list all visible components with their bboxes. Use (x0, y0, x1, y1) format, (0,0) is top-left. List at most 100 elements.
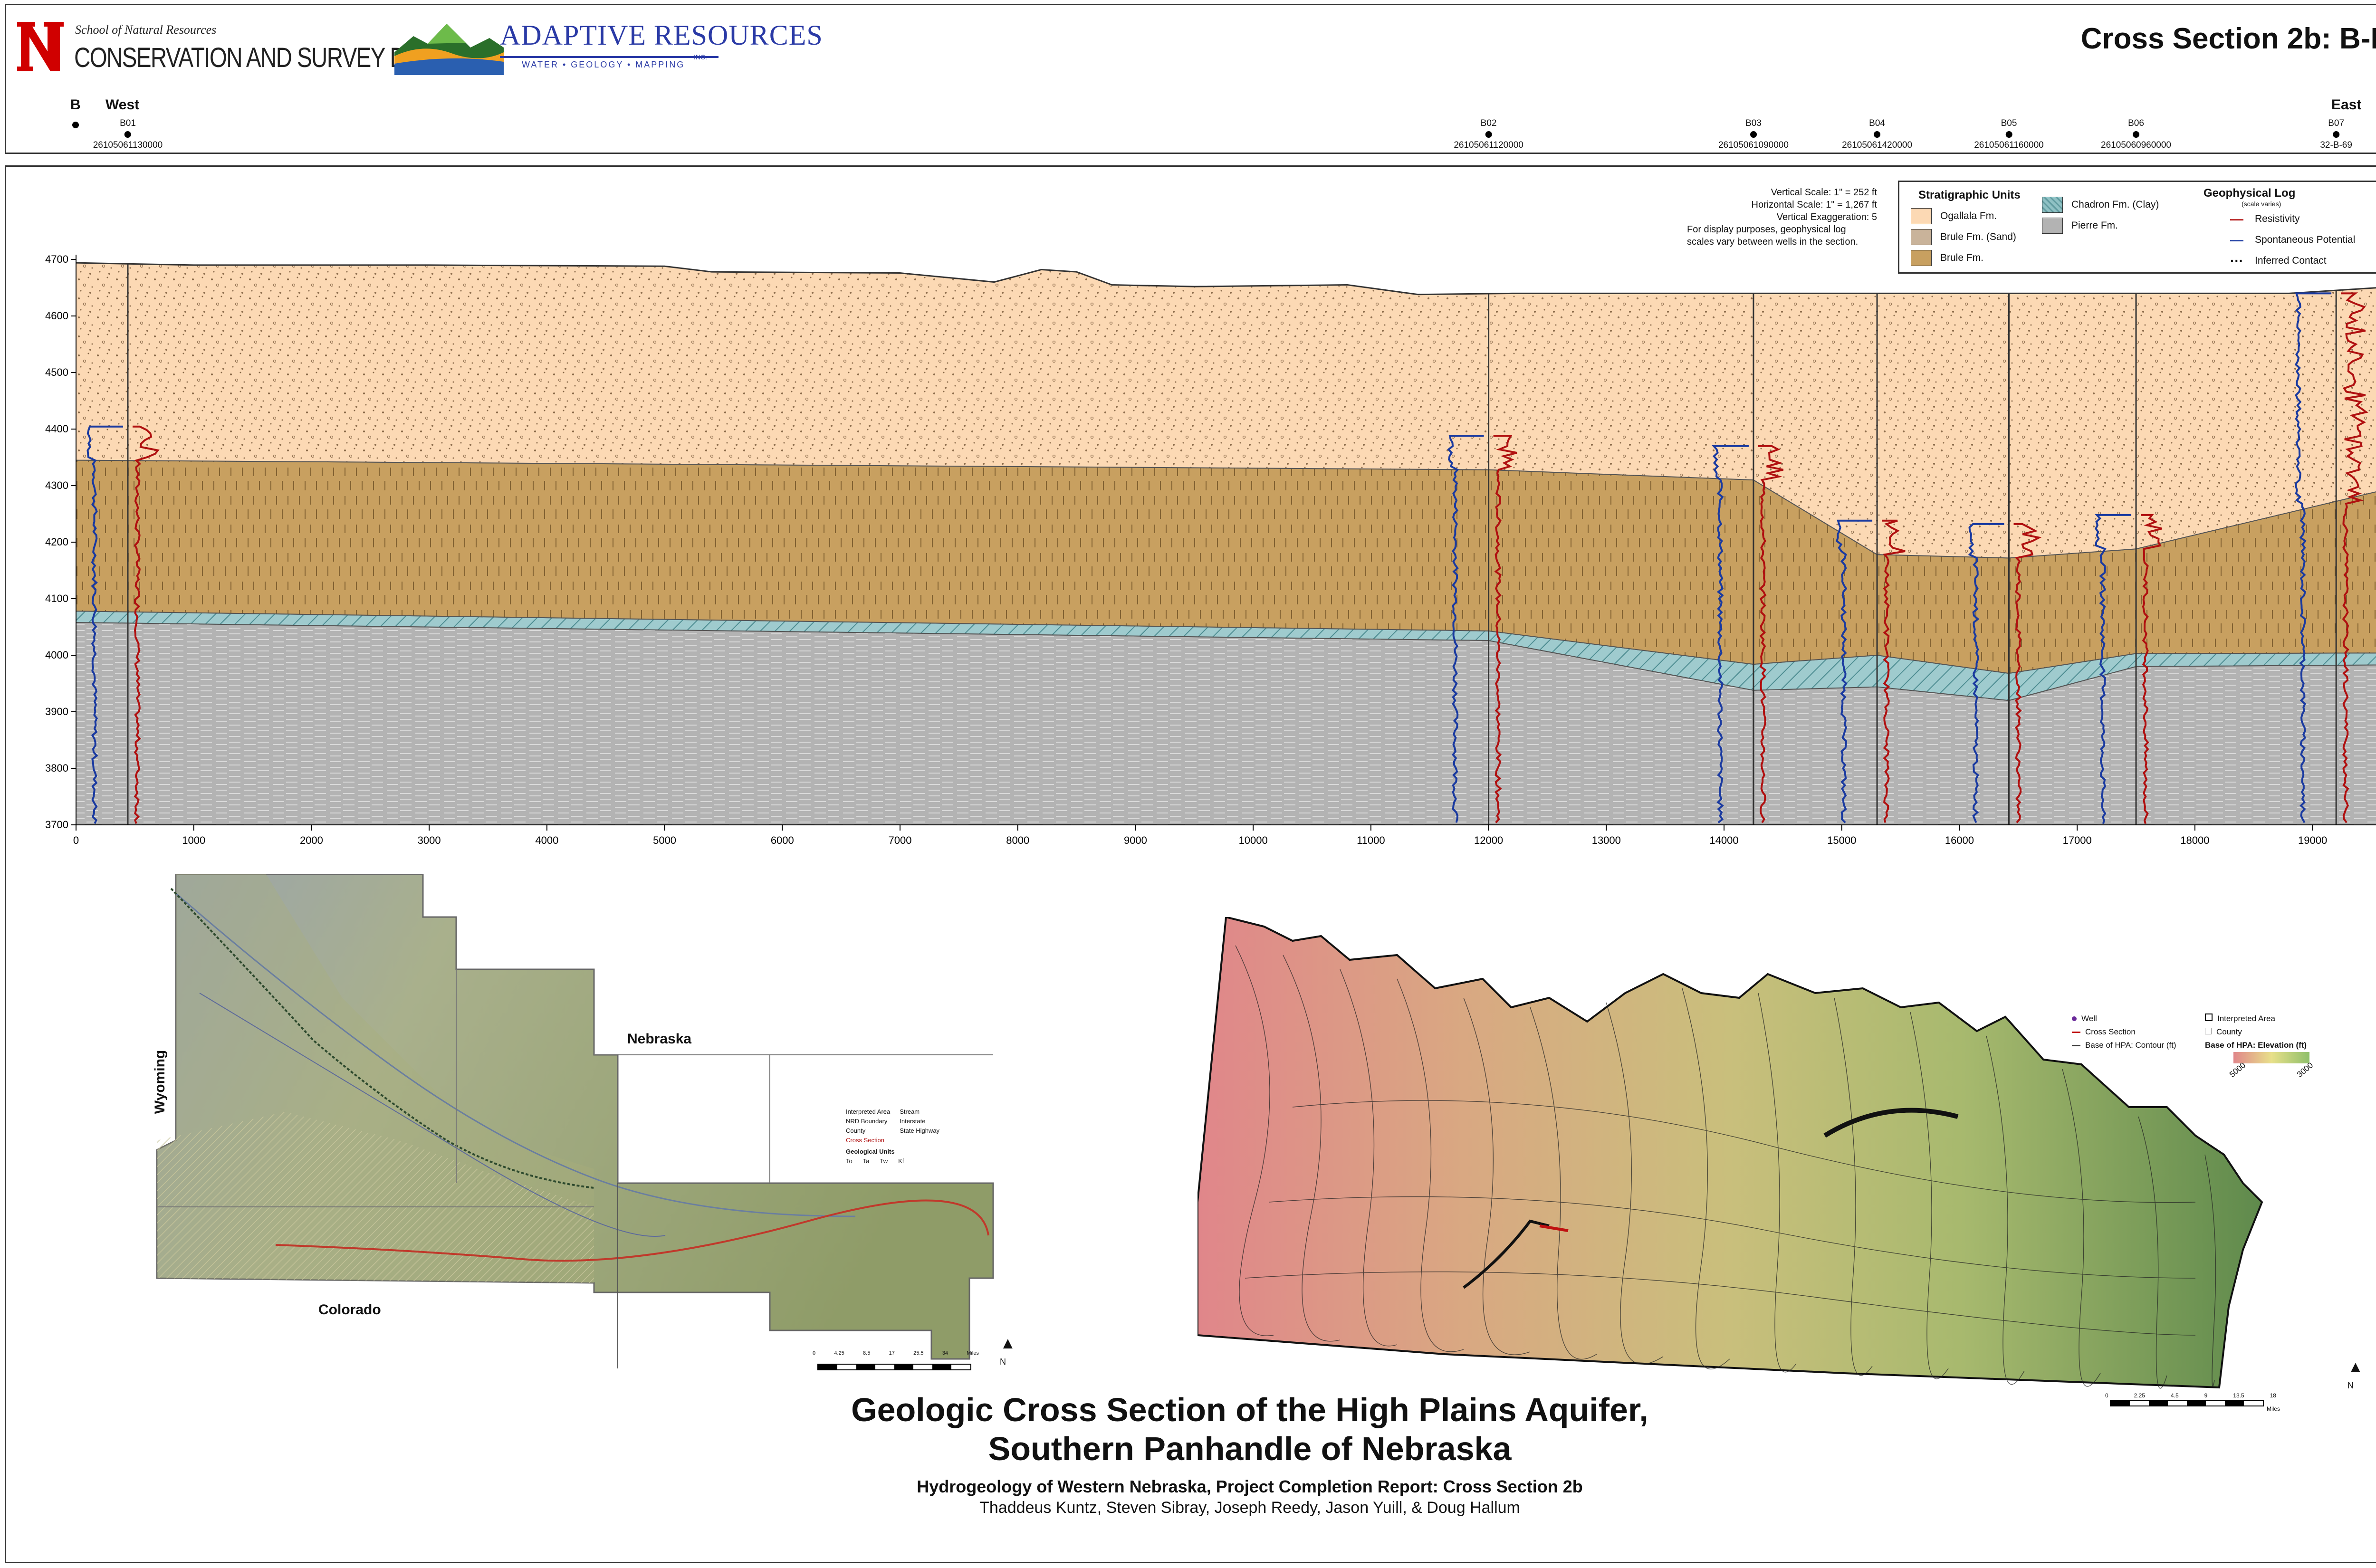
legend-brule: Brule Fm. (1911, 248, 2016, 268)
cl-interpreted-label: Interpreted Area (2217, 1014, 2275, 1023)
cl-cross-label: Cross Section (2085, 1027, 2136, 1036)
sp-log-b04 (1835, 519, 1873, 823)
resistivity-line-icon: — (2230, 211, 2243, 226)
chart-axes: 3700 3800 3900 4000 4100 4200 4300 4400 4500 4600… (45, 253, 2376, 846)
y-tick-label: 3900 (45, 706, 68, 717)
y-tick-label: 4500 (45, 366, 68, 378)
footer-authors: Thaddeus Kuntz, Steven Sibray, Joseph Re… (979, 1499, 1520, 1517)
resistivity-log-b06 (2141, 514, 2163, 824)
scale-horizontal: Horizontal Scale: 1" = 1,267 ft (1751, 200, 1877, 210)
well-dot-icon (124, 131, 131, 138)
legend-sp: — Spontaneous Potential (2227, 229, 2355, 250)
well-dot-icon (1874, 131, 1881, 138)
legend-sp-label: Spontaneous Potential (2255, 234, 2356, 245)
cr-scale-3: 9 (2204, 1392, 2208, 1399)
legend-inferred: ··· Inferred Contact (2227, 250, 2355, 271)
cr-scale-5: 18 (2270, 1392, 2276, 1399)
overview-label-nebraska: Nebraska (627, 1031, 692, 1047)
x-tick-label: 0 (73, 834, 79, 846)
cross-section-line-icon (2072, 1032, 2080, 1033)
cr-scale-2: 4.5 (2170, 1392, 2179, 1399)
ov-scale-0: 0 (813, 1350, 816, 1356)
x-tick-label: 1000 (182, 834, 205, 846)
ar-title: ADAPTIVE RESOURCES (500, 19, 823, 51)
well-locator-b03: B03 26105061090000 (1718, 118, 1789, 151)
ov-scale-4: 25.5 (913, 1350, 924, 1356)
scale-display-2: scales vary between wells in the section… (1687, 237, 1859, 247)
well-locator-b02: B02 26105061120000 (1454, 118, 1523, 151)
ov-legend-interpreted: Interpreted Area (846, 1108, 891, 1115)
overview-label-colorado: Colorado (318, 1302, 381, 1318)
x-tick-label: 18000 (2180, 834, 2209, 846)
well-locator-b04: B04 26105061420000 (1842, 118, 1912, 151)
contour-scale-labels: 0 2.25 4.5 9 13.5 18 (2105, 1392, 2276, 1399)
ov-scale-unit: Miles (967, 1350, 979, 1356)
well-id: 26105060960000 (2101, 140, 2171, 150)
resistivity-log-b05 (2013, 523, 2042, 823)
x-tick-label: 5000 (653, 834, 676, 846)
overview-legend: Interpreted Area NRD Boundary County Cro… (846, 1107, 979, 1166)
legend-pierre: Pierre Fm. (2042, 215, 2159, 236)
overview-scale-bar (817, 1364, 971, 1370)
well-dot-icon (2005, 131, 2012, 138)
overview-label-wyoming: Wyoming (152, 1050, 168, 1114)
endpoint-west: West (105, 97, 140, 113)
x-tick-label: 15000 (1827, 834, 1856, 846)
x-tick-label: 17000 (2063, 834, 2092, 846)
y-tick-label: 4600 (45, 310, 68, 322)
y-tick-label: 4200 (45, 536, 68, 548)
legend-brule-label: Brule Fm. (1940, 252, 1984, 263)
cross-section-chart: 3700 3800 3900 4000 4100 4200 4300 4400 4500 4600… (45, 253, 2376, 846)
cr-scale-4: 13.5 (2233, 1392, 2244, 1399)
well-name: B06 (2128, 118, 2144, 128)
mountain-logo-icon (394, 24, 504, 75)
cl-county: County (2205, 1025, 2357, 1039)
contour-map-svg (1197, 916, 2263, 1389)
well-id: 26105061120000 (1454, 140, 1523, 150)
resistivity-log-b07 (2341, 292, 2368, 823)
cl-interpreted: Interpreted Area (2205, 1012, 2357, 1025)
ov-legend-interstate: Interstate (900, 1118, 926, 1125)
footer-title: Geologic Cross Section of the High Plain… (713, 1390, 1787, 1517)
well-locator-b07: B07 32-B-69 (2320, 118, 2352, 151)
resistivity-log-b01 (132, 425, 160, 824)
endpoint-east: East (2331, 97, 2362, 113)
y-tick-label: 4000 (45, 649, 68, 661)
contour-north-arrow-icon: ▲ N (2347, 1358, 2364, 1390)
legend-geo-title: Geophysical Log (2204, 187, 2296, 200)
x-tick-label: 13000 (1592, 834, 1621, 846)
ground-surface-line (76, 262, 2376, 296)
x-tick-label: 9000 (1124, 834, 1147, 846)
sp-log-b03 (1711, 445, 1749, 823)
footer-title-line-2: Southern Panhandle of Nebraska (988, 1430, 1512, 1467)
ov-legend-cross: Cross Section (846, 1137, 884, 1144)
well-borehole-lines (127, 264, 2337, 825)
x-tick-label: 12000 (1474, 834, 1503, 846)
y-tick-label: 4400 (45, 423, 68, 435)
cl-cross: Cross Section (2072, 1025, 2205, 1039)
cr-scale-0: 0 (2105, 1392, 2108, 1399)
cl-well-label: Well (2081, 1014, 2097, 1023)
overview-map-svg (156, 873, 994, 1368)
scale-exaggeration: Vertical Exaggeration: 5 (1776, 212, 1877, 222)
ov-geo-unit-kf: Kf (898, 1157, 904, 1165)
ov-scale-3: 17 (889, 1350, 895, 1356)
x-tick-label: 14000 (1709, 834, 1738, 846)
inferred-contact-icon: ··· (2230, 253, 2243, 268)
county-icon (2205, 1028, 2212, 1034)
legend-strat-title: Stratigraphic Units (1918, 189, 2021, 201)
well-dot-icon (2333, 131, 2340, 138)
pierre-swatch (2042, 218, 2063, 234)
well-name: B02 (1480, 118, 1497, 128)
well-name: B07 (2328, 118, 2345, 128)
legend-chadron: Chadron Fm. (Clay) (2042, 194, 2159, 215)
y-tick-label: 4100 (45, 593, 68, 604)
x-tick-label: 8000 (1006, 834, 1029, 846)
contour-scale-unit: Miles (2267, 1405, 2280, 1412)
legend-col-1: Ogallala Fm. Brule Fm. (Sand) Brule Fm. (1911, 206, 2016, 268)
x-tick-label: 3000 (418, 834, 441, 846)
contour-line-icon (2072, 1045, 2080, 1046)
well-locator-b05: B05 26105061160000 (1974, 118, 2044, 151)
section-title: Cross Section 2b: B-B' (2080, 22, 2376, 55)
strata-layers (76, 262, 2376, 825)
